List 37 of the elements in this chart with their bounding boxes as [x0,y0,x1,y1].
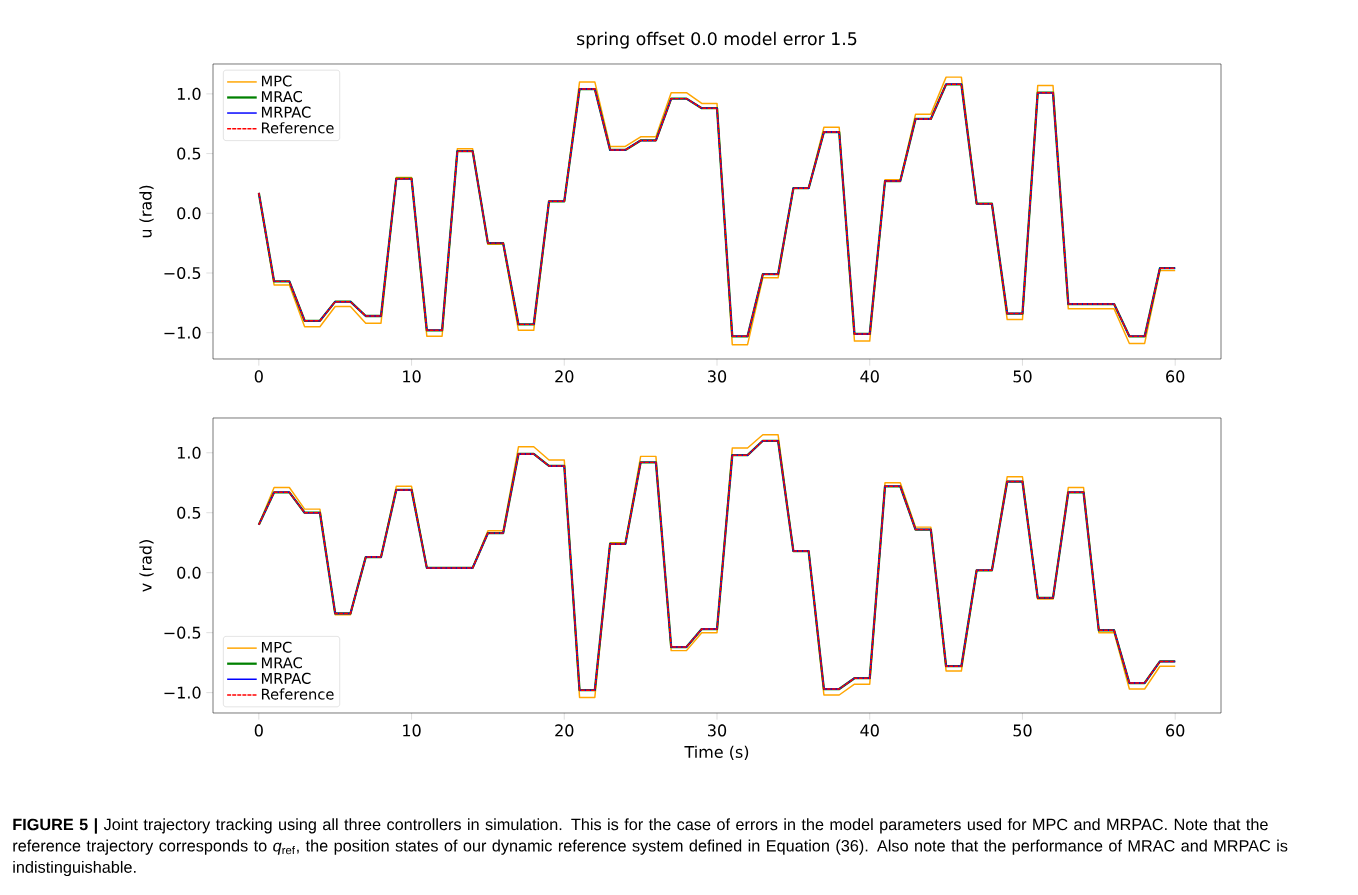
x-tick-label: 20 [555,370,574,383]
legend-label: MRPAC [261,106,311,118]
y-tick-label: −1.0 [164,326,201,339]
legend-label: Reference [261,688,334,700]
x-tick-label: 50 [1013,724,1032,737]
y-tick-label: 0.5 [177,506,201,519]
y-tick-label: 0.5 [177,147,201,160]
legend-label: Reference [261,122,334,134]
x-tick-label: 40 [860,724,879,737]
text: FIGURE 5 | Joint trajectory tracking using all three controllers in simulation. This is for the case of errors in the model parameters used for MPC and MRPAC. Note that the reference trajectory corresponds to q$_{ref}$, the position states of our dynamic reference system defined in Equation (36). Also note that the performance of MRAC and MRPAC is indistinguishable. [13,818,1288,877]
x-tick-label: 40 [860,370,879,383]
x-tick-label: 20 [555,724,574,737]
x-tick-label: 60 [1166,370,1185,383]
legend-label: MPC [261,641,292,653]
x-tick-label: 10 [403,724,421,737]
chart-title: spring offset 0.0 model error 1.5 [577,31,857,49]
legend-label: MRAC [261,657,302,669]
legend-label: MPC [261,75,292,87]
x-axis-title: Time (s) [684,745,749,760]
y-tick-label: 0.0 [177,566,201,579]
y-tick-label: 0.0 [177,207,201,220]
y-axis-title: u (rad) [139,185,154,238]
y-tick-label: −1.0 [164,686,201,699]
x-tick-label: 0 [254,724,263,737]
y-axis-title: v (rad) [139,540,154,592]
y-tick-label: 1.0 [177,87,201,100]
x-tick-label: 60 [1166,724,1185,737]
legend-label: MRPAC [261,672,311,684]
x-tick-label: 50 [1013,370,1032,383]
y-tick-label: 1.0 [177,446,201,459]
legend-label: MRAC [261,91,302,103]
y-tick-label: −0.5 [164,626,201,639]
x-tick-label: 0 [254,370,263,383]
x-tick-label: 30 [708,724,727,737]
x-tick-label: 30 [708,370,727,383]
y-tick-label: −0.5 [164,266,201,280]
x-tick-label: 10 [403,370,421,383]
